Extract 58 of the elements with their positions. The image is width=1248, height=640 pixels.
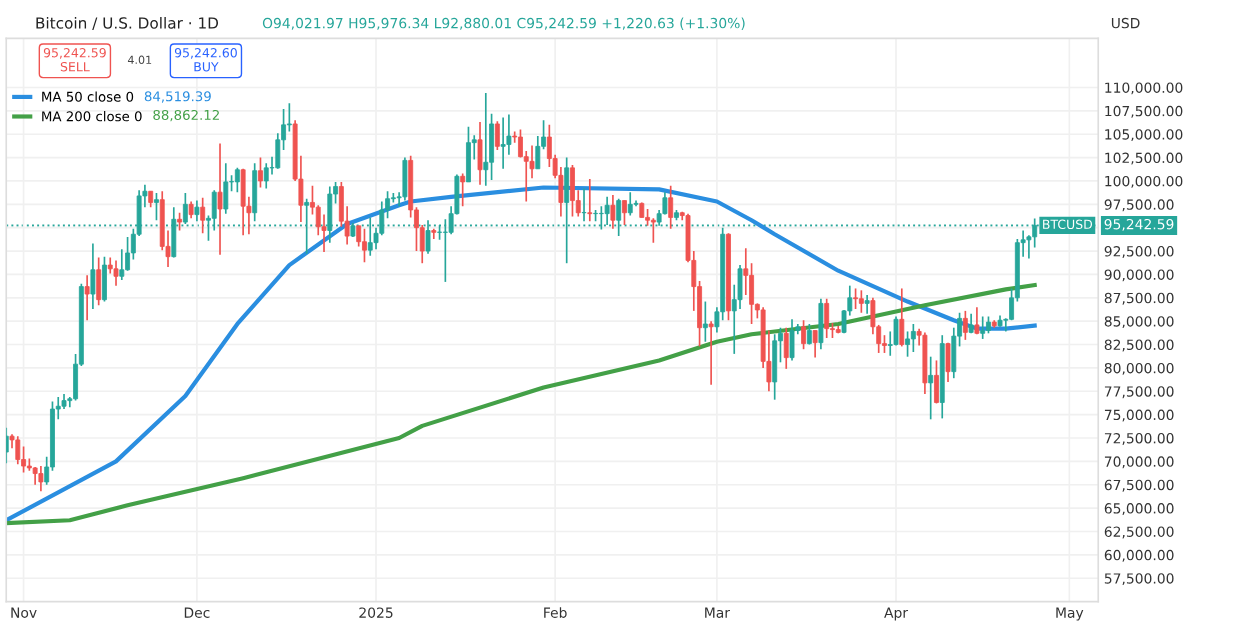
candlestick	[217, 142, 223, 256]
candlestick	[818, 297, 824, 351]
candlestick	[477, 121, 483, 186]
candlestick	[102, 255, 107, 303]
candlestick	[806, 323, 812, 346]
candlestick	[90, 242, 96, 310]
candlestick	[258, 156, 263, 189]
candlestick	[962, 310, 968, 341]
candlestick	[910, 323, 916, 353]
candlestick	[772, 333, 778, 401]
candlestick	[240, 167, 246, 237]
candlestick	[125, 236, 131, 272]
candlestick	[905, 330, 911, 358]
line-series	[6, 283, 1037, 526]
candlestick	[234, 167, 240, 194]
candlestick	[38, 465, 44, 493]
candlestick	[928, 355, 934, 421]
candlestick	[708, 320, 714, 386]
candlestick	[154, 192, 159, 222]
candlestick	[668, 184, 674, 230]
candlestick	[789, 318, 795, 362]
candlestick	[610, 194, 616, 230]
candlestick	[783, 326, 789, 370]
candlestick	[96, 256, 102, 307]
candlestick	[15, 435, 21, 466]
candlestick	[113, 259, 119, 287]
candlestick	[974, 306, 980, 336]
candlestick	[223, 162, 229, 215]
candlestick	[801, 319, 807, 351]
candlestick	[460, 172, 466, 208]
candlestick	[587, 178, 593, 222]
candlestick	[899, 287, 905, 348]
candlestick	[466, 125, 471, 183]
candlestick	[650, 217, 656, 244]
candlestick	[200, 196, 206, 235]
candlestick	[824, 297, 830, 339]
candlestick	[864, 294, 870, 315]
candlestick	[934, 359, 939, 405]
candlestick	[570, 164, 575, 218]
candlestick	[402, 156, 408, 202]
candlestick	[922, 331, 928, 395]
candlestick	[263, 162, 269, 190]
candlestick	[945, 341, 951, 383]
candlestick	[362, 227, 367, 264]
candlestick	[858, 289, 864, 314]
candlestick	[853, 287, 859, 310]
line-series	[6, 185, 1037, 523]
candlestick	[500, 116, 506, 170]
candlestick	[494, 120, 500, 151]
candlestick	[84, 274, 90, 322]
candlestick	[812, 329, 818, 359]
candlestick	[483, 92, 489, 187]
candlestick	[627, 191, 633, 217]
candlestick	[980, 315, 986, 340]
candlestick	[702, 300, 708, 343]
candlestick	[194, 199, 200, 222]
candlestick	[622, 199, 627, 226]
candlestick	[321, 213, 327, 253]
